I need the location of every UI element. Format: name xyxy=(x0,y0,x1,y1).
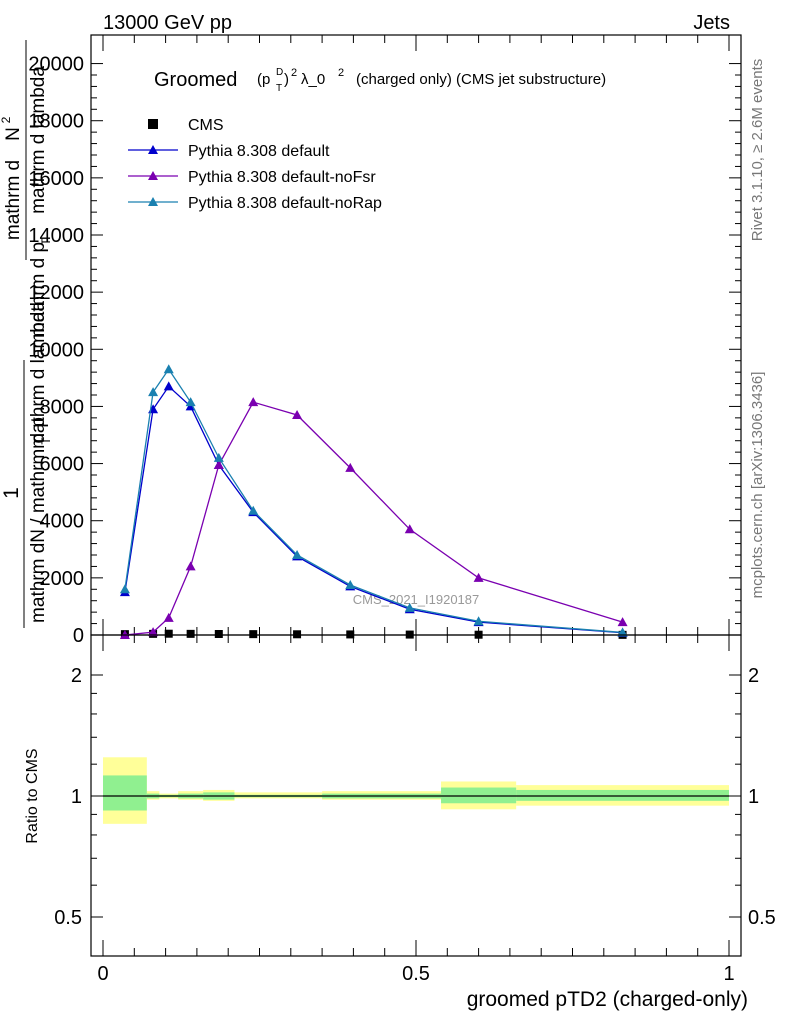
pythia-8-308-default-norap-point xyxy=(163,364,174,374)
ratio-ytick-label-right: 2 xyxy=(748,665,759,687)
main-ytick-label: 16000 xyxy=(28,168,84,190)
main-ytick-label: 6000 xyxy=(40,454,85,476)
rivet-version-label: Rivet 3.1.10, ≥ 2.6M events xyxy=(749,59,766,242)
pythia-8-308-default-nofsr-point xyxy=(248,397,259,407)
ratio-ytick-label-right: 0.5 xyxy=(748,907,776,929)
cms-point xyxy=(293,630,302,639)
pythia-8-308-default-nofsr-point xyxy=(148,627,159,637)
pythia-8-308-default-nofsr-point xyxy=(473,572,484,582)
legend-pythia-8-308-default-marker xyxy=(148,145,158,154)
ylabel-denominator-rest: mathrm d lambda xyxy=(28,301,49,449)
ratio-xtick-label: 1 xyxy=(723,963,734,985)
title-prefix: Groomed xyxy=(154,69,237,91)
ratio-stat-band xyxy=(516,789,729,801)
ratio-panel: 0.5 0.51 12 2 0 0.5 1 Ratio to CMS groomed pT… xyxy=(24,634,776,1011)
main-ytick-label: 4000 xyxy=(40,511,85,533)
pythia-8-308-default-norap-point xyxy=(213,452,224,462)
title-suffix: (charged only) (CMS jet substructure) xyxy=(356,71,606,88)
title-sq1: 2 xyxy=(291,67,297,79)
ratio-ytick-label-right: 1 xyxy=(748,786,759,808)
ylabel-num-d: mathrm d xyxy=(3,160,24,240)
main-x-axis-ticks xyxy=(102,35,730,635)
ratio-stat-band xyxy=(441,787,517,804)
legend-cms-marker xyxy=(148,119,158,129)
pythia-8-308-default-point xyxy=(148,404,159,414)
title-p-sup: D xyxy=(276,67,283,78)
title-lambda: λ_0 xyxy=(301,71,325,88)
ratio-stat-band xyxy=(103,775,147,811)
main-ytick-label: 0 xyxy=(73,625,84,647)
pythia-8-308-default-norap-point xyxy=(185,397,196,407)
main-ytick-label: 12000 xyxy=(28,282,84,304)
plot-title: Groomed (p D T ) 2 λ_0 2 (charged only) … xyxy=(154,67,606,94)
pythia-8-308-default-norap-point xyxy=(404,602,415,612)
ratio-ytick-label: 1 xyxy=(71,786,82,808)
pythia-8-308-default-nofsr-point xyxy=(617,617,628,627)
ratio-ytick-label: 0.5 xyxy=(54,907,82,929)
cms-point xyxy=(249,630,258,639)
legend-pythia-8-308-default-nofsr-marker xyxy=(148,171,158,180)
pythia-8-308-default-norap-point xyxy=(473,616,484,626)
main-panel: 0 2000 4000 6000 8000 10000 12000 14000 16000 180… xyxy=(28,34,742,647)
pythia-8-308-default-point xyxy=(163,381,174,391)
title-p-sub: T xyxy=(276,83,282,94)
pythia-8-308-default-nofsr-point xyxy=(292,410,303,419)
legend-pythia-8-308-default-norap-marker xyxy=(148,197,158,206)
pythia-8-308-default-nofsr-point xyxy=(404,524,415,534)
ylabel-denominator-sub: T xyxy=(39,437,53,445)
ratio-y-label: Ratio to CMS xyxy=(24,748,41,843)
main-ytick-label: 14000 xyxy=(28,225,84,247)
main-series-group xyxy=(119,364,628,639)
ratio-ytick-label: 2 xyxy=(71,665,82,687)
main-y-axis: 0 2000 4000 6000 8000 10000 12000 14000 16000 180… xyxy=(28,54,741,647)
legend: CMS Pythia 8.308 default Pythia 8.308 defa… xyxy=(128,117,382,212)
ylabel-num-N: N xyxy=(3,127,24,141)
main-ytick-label: 8000 xyxy=(40,396,85,418)
ylabel-ratio1-sub: T xyxy=(39,238,53,246)
legend-pythia-8-308-default-norap-label: Pythia 8.308 default-noRap xyxy=(188,195,382,212)
ratio-bands xyxy=(103,757,729,824)
main-ytick-label: 18000 xyxy=(28,111,84,133)
header-right: Jets xyxy=(693,12,730,34)
title-p: (p xyxy=(257,71,270,88)
mcplots-label: mcplots.cern.ch [arXiv:1306.3436] xyxy=(749,372,766,599)
watermark: CMS_2021_I1920187 xyxy=(353,592,480,607)
pythia-8-308-default-norap-point xyxy=(617,627,628,637)
ratio-y-axis: 0.5 0.5 1 1 2 2 xyxy=(54,665,776,929)
x-axis-label: groomed pTD2 (charged-only) xyxy=(467,988,748,1011)
cms-point xyxy=(186,629,195,638)
ratio-xtick-label: 0 xyxy=(97,963,108,985)
header-left: 13000 GeV pp xyxy=(103,12,232,34)
main-y-label: mathrm d N 2 mathrm d p T mathrm d lambd… xyxy=(0,40,53,628)
main-ytick-label: 2000 xyxy=(40,568,85,590)
cms-point xyxy=(164,629,173,638)
ylabel-one: 1 xyxy=(0,487,23,499)
ratio-x-axis: 0 0.5 1 xyxy=(97,635,735,985)
pythia-8-308-default-norap-point xyxy=(292,550,303,559)
legend-pythia-8-308-default-nofsr-label: Pythia 8.308 default-noFsr xyxy=(188,169,376,186)
cms-point xyxy=(214,630,223,638)
main-ytick-label: 10000 xyxy=(28,339,84,361)
title-sq2: 2 xyxy=(338,67,344,79)
legend-cms-label: CMS xyxy=(188,117,224,134)
pythia-8-308-default-norap-point xyxy=(345,580,356,589)
pythia-8-308-default-norap-point xyxy=(119,584,130,594)
ylabel-num-sup: 2 xyxy=(0,116,13,123)
legend-pythia-8-308-default-label: Pythia 8.308 default xyxy=(188,143,330,160)
ylabel-ratio1-rest: mathrm d lambda xyxy=(28,66,49,214)
pythia-8-308-default-line xyxy=(124,385,623,634)
title-close: ) xyxy=(284,71,289,88)
pythia-8-308-default-nofsr-point xyxy=(185,561,196,571)
pythia-8-308-default-norap-point xyxy=(148,387,159,397)
pythia-8-308-default-nofsr-point xyxy=(163,612,174,622)
pythia-8-308-default-nofsr-point xyxy=(345,462,356,472)
ylabel-denominator: mathrm dN / mathrm d p xyxy=(28,417,49,623)
pythia-8-308-default-norap-point xyxy=(248,505,259,515)
main-ytick-label: 20000 xyxy=(28,54,84,76)
pythia-8-308-default-nofsr-point xyxy=(213,460,224,469)
ratio-xtick-label: 0.5 xyxy=(402,963,430,985)
ylabel-ratio1: mathrm d p xyxy=(28,242,49,338)
